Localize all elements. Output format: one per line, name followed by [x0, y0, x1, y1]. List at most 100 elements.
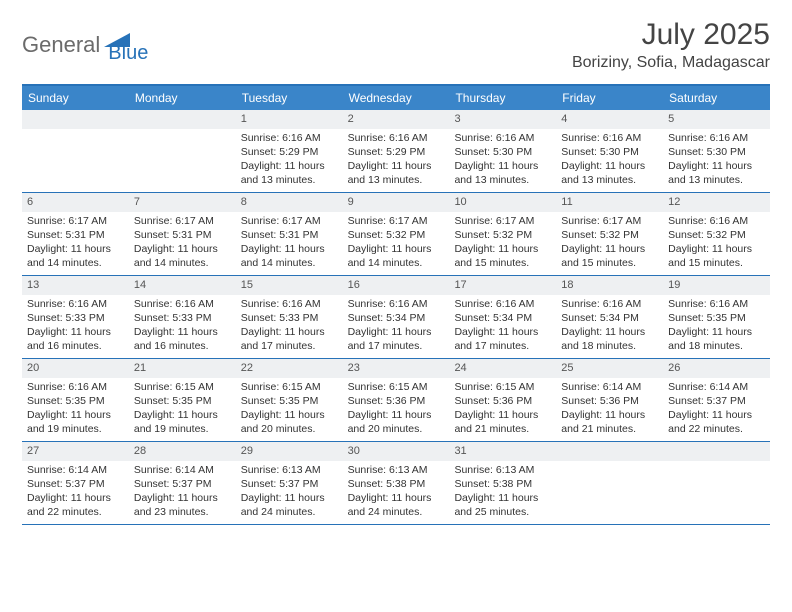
- day-number: 23: [343, 359, 450, 378]
- day-cell: 5Sunrise: 6:16 AMSunset: 5:30 PMDaylight…: [663, 110, 770, 192]
- day-number: 14: [129, 276, 236, 295]
- weekday-header: Friday: [556, 86, 663, 110]
- day-number: 8: [236, 193, 343, 212]
- sunset-line: Sunset: 5:32 PM: [561, 228, 658, 242]
- sunrise-line: Sunrise: 6:14 AM: [561, 380, 658, 394]
- sunset-line: Sunset: 5:34 PM: [454, 311, 551, 325]
- day-body: Sunrise: 6:16 AMSunset: 5:35 PMDaylight:…: [663, 296, 770, 358]
- daylight-line: Daylight: 11 hours and 14 minutes.: [348, 242, 445, 270]
- daylight-line: Daylight: 11 hours and 23 minutes.: [134, 491, 231, 519]
- day-cell: [129, 110, 236, 192]
- day-number: 6: [22, 193, 129, 212]
- daylight-line: Daylight: 11 hours and 20 minutes.: [241, 408, 338, 436]
- daylight-line: Daylight: 11 hours and 16 minutes.: [27, 325, 124, 353]
- logo: General Blue: [22, 24, 148, 65]
- day-cell: [22, 110, 129, 192]
- sunrise-line: Sunrise: 6:15 AM: [454, 380, 551, 394]
- daylight-line: Daylight: 11 hours and 14 minutes.: [134, 242, 231, 270]
- daylight-line: Daylight: 11 hours and 16 minutes.: [134, 325, 231, 353]
- daylight-line: Daylight: 11 hours and 15 minutes.: [668, 242, 765, 270]
- day-number: 29: [236, 442, 343, 461]
- day-cell: 29Sunrise: 6:13 AMSunset: 5:37 PMDayligh…: [236, 442, 343, 524]
- day-body: Sunrise: 6:16 AMSunset: 5:35 PMDaylight:…: [22, 379, 129, 441]
- day-body: Sunrise: 6:17 AMSunset: 5:31 PMDaylight:…: [22, 213, 129, 275]
- sunrise-line: Sunrise: 6:17 AM: [561, 214, 658, 228]
- day-body: Sunrise: 6:16 AMSunset: 5:32 PMDaylight:…: [663, 213, 770, 275]
- day-cell: 18Sunrise: 6:16 AMSunset: 5:34 PMDayligh…: [556, 276, 663, 358]
- day-number: 9: [343, 193, 450, 212]
- day-body: Sunrise: 6:17 AMSunset: 5:32 PMDaylight:…: [449, 213, 556, 275]
- weekday-header-row: SundayMondayTuesdayWednesdayThursdayFrid…: [22, 86, 770, 110]
- day-cell: 16Sunrise: 6:16 AMSunset: 5:34 PMDayligh…: [343, 276, 450, 358]
- day-cell: 17Sunrise: 6:16 AMSunset: 5:34 PMDayligh…: [449, 276, 556, 358]
- weekday-header: Tuesday: [236, 86, 343, 110]
- weeks-container: 1Sunrise: 6:16 AMSunset: 5:29 PMDaylight…: [22, 110, 770, 525]
- sunset-line: Sunset: 5:35 PM: [668, 311, 765, 325]
- day-number: 27: [22, 442, 129, 461]
- day-body: Sunrise: 6:17 AMSunset: 5:32 PMDaylight:…: [343, 213, 450, 275]
- header: General Blue July 2025 Boriziny, Sofia, …: [22, 18, 770, 72]
- day-cell: 3Sunrise: 6:16 AMSunset: 5:30 PMDaylight…: [449, 110, 556, 192]
- sunset-line: Sunset: 5:38 PM: [348, 477, 445, 491]
- sunrise-line: Sunrise: 6:16 AM: [668, 214, 765, 228]
- daylight-line: Daylight: 11 hours and 14 minutes.: [241, 242, 338, 270]
- sunrise-line: Sunrise: 6:14 AM: [668, 380, 765, 394]
- sunrise-line: Sunrise: 6:16 AM: [561, 131, 658, 145]
- day-cell: 22Sunrise: 6:15 AMSunset: 5:35 PMDayligh…: [236, 359, 343, 441]
- sunrise-line: Sunrise: 6:13 AM: [241, 463, 338, 477]
- day-cell: 31Sunrise: 6:13 AMSunset: 5:38 PMDayligh…: [449, 442, 556, 524]
- day-number: 2: [343, 110, 450, 129]
- day-number: 20: [22, 359, 129, 378]
- sunset-line: Sunset: 5:35 PM: [134, 394, 231, 408]
- day-cell: 25Sunrise: 6:14 AMSunset: 5:36 PMDayligh…: [556, 359, 663, 441]
- day-cell: 24Sunrise: 6:15 AMSunset: 5:36 PMDayligh…: [449, 359, 556, 441]
- day-body: Sunrise: 6:17 AMSunset: 5:31 PMDaylight:…: [236, 213, 343, 275]
- day-cell: 15Sunrise: 6:16 AMSunset: 5:33 PMDayligh…: [236, 276, 343, 358]
- day-cell: 13Sunrise: 6:16 AMSunset: 5:33 PMDayligh…: [22, 276, 129, 358]
- week-row: 27Sunrise: 6:14 AMSunset: 5:37 PMDayligh…: [22, 442, 770, 525]
- day-cell: 14Sunrise: 6:16 AMSunset: 5:33 PMDayligh…: [129, 276, 236, 358]
- sunrise-line: Sunrise: 6:17 AM: [27, 214, 124, 228]
- location: Boriziny, Sofia, Madagascar: [572, 54, 770, 72]
- sunrise-line: Sunrise: 6:14 AM: [27, 463, 124, 477]
- sunset-line: Sunset: 5:32 PM: [454, 228, 551, 242]
- day-body: Sunrise: 6:16 AMSunset: 5:33 PMDaylight:…: [129, 296, 236, 358]
- sunset-line: Sunset: 5:29 PM: [348, 145, 445, 159]
- day-number: 13: [22, 276, 129, 295]
- day-body: Sunrise: 6:16 AMSunset: 5:29 PMDaylight:…: [343, 130, 450, 192]
- day-number: 19: [663, 276, 770, 295]
- weekday-header: Saturday: [663, 86, 770, 110]
- sunset-line: Sunset: 5:37 PM: [27, 477, 124, 491]
- day-number: 16: [343, 276, 450, 295]
- sunset-line: Sunset: 5:37 PM: [134, 477, 231, 491]
- sunrise-line: Sunrise: 6:16 AM: [668, 297, 765, 311]
- week-row: 1Sunrise: 6:16 AMSunset: 5:29 PMDaylight…: [22, 110, 770, 193]
- day-body: Sunrise: 6:13 AMSunset: 5:38 PMDaylight:…: [449, 462, 556, 524]
- sunset-line: Sunset: 5:32 PM: [668, 228, 765, 242]
- sunset-line: Sunset: 5:36 PM: [454, 394, 551, 408]
- sunset-line: Sunset: 5:35 PM: [241, 394, 338, 408]
- sunset-line: Sunset: 5:31 PM: [134, 228, 231, 242]
- sunset-line: Sunset: 5:37 PM: [241, 477, 338, 491]
- day-body: Sunrise: 6:15 AMSunset: 5:35 PMDaylight:…: [236, 379, 343, 441]
- sunset-line: Sunset: 5:36 PM: [561, 394, 658, 408]
- day-number: 15: [236, 276, 343, 295]
- day-cell: 6Sunrise: 6:17 AMSunset: 5:31 PMDaylight…: [22, 193, 129, 275]
- sunset-line: Sunset: 5:38 PM: [454, 477, 551, 491]
- day-cell: 10Sunrise: 6:17 AMSunset: 5:32 PMDayligh…: [449, 193, 556, 275]
- day-number: 7: [129, 193, 236, 212]
- day-number: 11: [556, 193, 663, 212]
- day-body: Sunrise: 6:13 AMSunset: 5:38 PMDaylight:…: [343, 462, 450, 524]
- daylight-line: Daylight: 11 hours and 19 minutes.: [134, 408, 231, 436]
- sunrise-line: Sunrise: 6:16 AM: [454, 131, 551, 145]
- daylight-line: Daylight: 11 hours and 13 minutes.: [668, 159, 765, 187]
- daylight-line: Daylight: 11 hours and 24 minutes.: [348, 491, 445, 519]
- daylight-line: Daylight: 11 hours and 17 minutes.: [241, 325, 338, 353]
- sunset-line: Sunset: 5:32 PM: [348, 228, 445, 242]
- day-body: Sunrise: 6:15 AMSunset: 5:36 PMDaylight:…: [343, 379, 450, 441]
- day-number: 5: [663, 110, 770, 129]
- logo-text-general: General: [22, 32, 100, 58]
- sunrise-line: Sunrise: 6:13 AM: [348, 463, 445, 477]
- day-cell: 7Sunrise: 6:17 AMSunset: 5:31 PMDaylight…: [129, 193, 236, 275]
- daylight-line: Daylight: 11 hours and 13 minutes.: [348, 159, 445, 187]
